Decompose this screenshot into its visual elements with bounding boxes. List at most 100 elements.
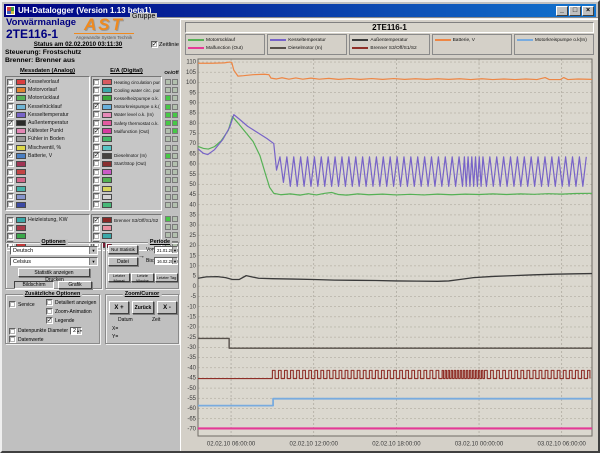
zurueck-button[interactable]: Zurück bbox=[132, 301, 154, 314]
analog-signal-checkbox[interactable] bbox=[7, 160, 14, 168]
digital-signal-checkbox[interactable] bbox=[93, 103, 100, 111]
digital-signal-checkbox[interactable] bbox=[93, 78, 100, 86]
analog-signal-checkbox[interactable] bbox=[7, 201, 14, 209]
datei-button[interactable]: Datei bbox=[108, 257, 138, 266]
digital-signal-checkbox[interactable] bbox=[93, 135, 100, 143]
analog-signal-checkbox[interactable] bbox=[7, 216, 14, 224]
digital-signal-checkbox[interactable] bbox=[93, 160, 100, 168]
grafik-button[interactable]: Grafik bbox=[58, 281, 92, 289]
letzter-tag-button[interactable]: Letzter Tag bbox=[155, 273, 178, 282]
color-swatch bbox=[102, 160, 112, 167]
diameter-stepper[interactable]: 2 ▲▼ bbox=[70, 327, 83, 335]
digital-signal-row bbox=[93, 176, 160, 184]
chevron-down-icon[interactable]: ▼ bbox=[89, 258, 97, 265]
gruppe-groupbox-frame bbox=[152, 17, 598, 19]
onoff-indicator bbox=[165, 103, 171, 110]
digital-signal-checkbox[interactable] bbox=[93, 232, 100, 240]
digital-signal-checkbox[interactable] bbox=[93, 224, 100, 232]
analog-signal-checkbox[interactable] bbox=[7, 127, 14, 135]
color-swatch bbox=[102, 169, 112, 176]
zoom-cursor-groupbox: Zoom/Cursor X + Zurück X - Datum Zeit X=… bbox=[105, 291, 179, 344]
digital-signal-checkbox[interactable] bbox=[93, 185, 100, 193]
bildschirm-button[interactable]: Bildschirm bbox=[14, 281, 54, 289]
analog-signal-checkbox[interactable] bbox=[7, 144, 14, 152]
legend-line-swatch bbox=[270, 47, 287, 49]
detail-checkbox[interactable] bbox=[46, 299, 53, 306]
zoom-animation-checkbox[interactable] bbox=[46, 308, 53, 315]
digital-signal-checkbox[interactable] bbox=[93, 152, 100, 160]
onoff-indicator bbox=[172, 128, 178, 135]
analog-signal-checkbox[interactable] bbox=[7, 224, 14, 232]
digital-signal-checkbox[interactable] bbox=[93, 119, 100, 127]
analog-signal-checkbox[interactable] bbox=[7, 78, 14, 86]
zoom-out-x-button[interactable]: X - bbox=[157, 301, 177, 314]
analog-signal-checkbox[interactable] bbox=[7, 94, 14, 102]
datenwerte-checkbox[interactable] bbox=[9, 336, 16, 343]
digital-signal-checkbox[interactable] bbox=[93, 144, 100, 152]
unit-select[interactable]: Celsius ▼ bbox=[10, 257, 98, 266]
letzte-woche-button[interactable]: Letzte Woche bbox=[131, 273, 154, 283]
analog-signal-checkbox[interactable] bbox=[7, 103, 14, 111]
datenpunkte-checkbox[interactable] bbox=[9, 327, 16, 335]
digital-list: E/A (Digital) Heating circulation pump (… bbox=[91, 68, 162, 251]
nur-statistik-button[interactable]: Nur Statistik bbox=[108, 245, 138, 254]
legend-label: Batterie, V bbox=[452, 37, 476, 43]
chevron-down-icon[interactable]: ▼ bbox=[172, 258, 177, 264]
digital-signal-checkbox[interactable] bbox=[93, 216, 100, 224]
language-select[interactable]: Deutsch ▼ bbox=[10, 246, 98, 255]
onoff-indicator bbox=[172, 152, 178, 159]
chevron-down-icon[interactable]: ▼ bbox=[89, 247, 97, 254]
color-swatch bbox=[16, 177, 26, 184]
chevron-down-icon[interactable]: ▼ bbox=[172, 247, 177, 253]
digital-signal-checkbox[interactable] bbox=[93, 86, 100, 94]
digital-signal-checkbox[interactable] bbox=[93, 127, 100, 135]
analog-signal-checkbox[interactable] bbox=[7, 111, 14, 119]
digital-signal-checkbox[interactable] bbox=[93, 193, 100, 201]
analog-signal-checkbox[interactable] bbox=[7, 193, 14, 201]
digital-signal-row: Brenner S3/Off/S1/S2 bbox=[93, 216, 160, 224]
statistik-anzeigen-button[interactable]: Statistik anzeigen bbox=[18, 268, 90, 277]
digital-signal-row bbox=[93, 201, 160, 209]
service-checkbox[interactable] bbox=[9, 301, 16, 308]
analog-signal-label: Kältester Punkt bbox=[28, 128, 64, 135]
bis-date-select[interactable]: 16.02.2010 ▼ bbox=[154, 257, 178, 265]
analog-signal-row bbox=[7, 176, 88, 184]
analog-signal-checkbox[interactable] bbox=[7, 135, 14, 143]
analog-signal-checkbox[interactable] bbox=[7, 176, 14, 184]
color-swatch bbox=[102, 185, 112, 192]
von-date-select[interactable]: 21.01.2010 ▼ bbox=[154, 246, 178, 254]
brenner-line: Brenner: Brenner aus bbox=[5, 57, 75, 64]
optionen-groupbox: Optionen Deutsch ▼ Celsius ▼ Statistik anz… bbox=[5, 239, 102, 289]
digital-signal-row: Cooling water circ. pump (Out) bbox=[93, 86, 160, 94]
analog-signal-checkbox[interactable] bbox=[7, 152, 14, 160]
close-button[interactable]: × bbox=[582, 5, 594, 16]
analog-signal-checkbox[interactable] bbox=[7, 119, 14, 127]
maximize-button[interactable]: □ bbox=[569, 5, 581, 16]
analog-signal-checkbox[interactable] bbox=[7, 232, 14, 240]
color-swatch bbox=[16, 193, 26, 200]
onoff-indicator bbox=[172, 95, 178, 102]
digital-signal-checkbox[interactable] bbox=[93, 94, 100, 102]
onoff-indicator bbox=[165, 224, 171, 231]
minimize-button[interactable]: _ bbox=[556, 5, 568, 16]
digital-signal-row: Water level o.k. (In) bbox=[93, 111, 160, 119]
analog-signal-checkbox[interactable] bbox=[7, 168, 14, 176]
letzter-monat-button[interactable]: Letzter Monat bbox=[108, 273, 130, 283]
zeitlinie-checkbox[interactable] bbox=[151, 41, 159, 48]
analog-signal-checkbox[interactable] bbox=[7, 185, 14, 193]
legend-line-swatch bbox=[352, 39, 369, 41]
legende-checkbox[interactable] bbox=[46, 317, 53, 324]
onoff-row bbox=[163, 144, 180, 152]
zoom-in-x-button[interactable]: X + bbox=[109, 301, 129, 314]
analog-signal-checkbox[interactable] bbox=[7, 86, 14, 94]
chart-plot-area[interactable] bbox=[185, 56, 596, 451]
digital-signal-checkbox[interactable] bbox=[93, 176, 100, 184]
steuerung-line: Steuerung: Frostschutz bbox=[5, 49, 82, 56]
digital-signal-checkbox[interactable] bbox=[93, 201, 100, 209]
digital-signal-label: Start/Stop (Out) bbox=[114, 161, 147, 167]
digital-signal-checkbox[interactable] bbox=[93, 168, 100, 176]
legend-item: Motorkreispumpe o.k(In) bbox=[516, 36, 591, 44]
spinner-arrows-icon[interactable]: ▲▼ bbox=[76, 328, 83, 334]
digital-signal-checkbox[interactable] bbox=[93, 111, 100, 119]
color-swatch bbox=[102, 177, 112, 184]
